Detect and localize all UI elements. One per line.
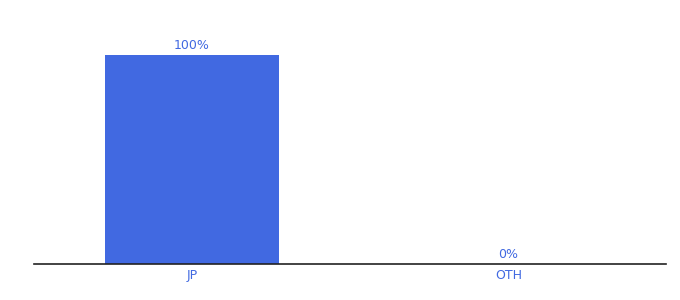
Bar: [105, 55, 279, 264]
Text: 0%: 0%: [498, 248, 518, 261]
Text: 100%: 100%: [174, 39, 210, 52]
